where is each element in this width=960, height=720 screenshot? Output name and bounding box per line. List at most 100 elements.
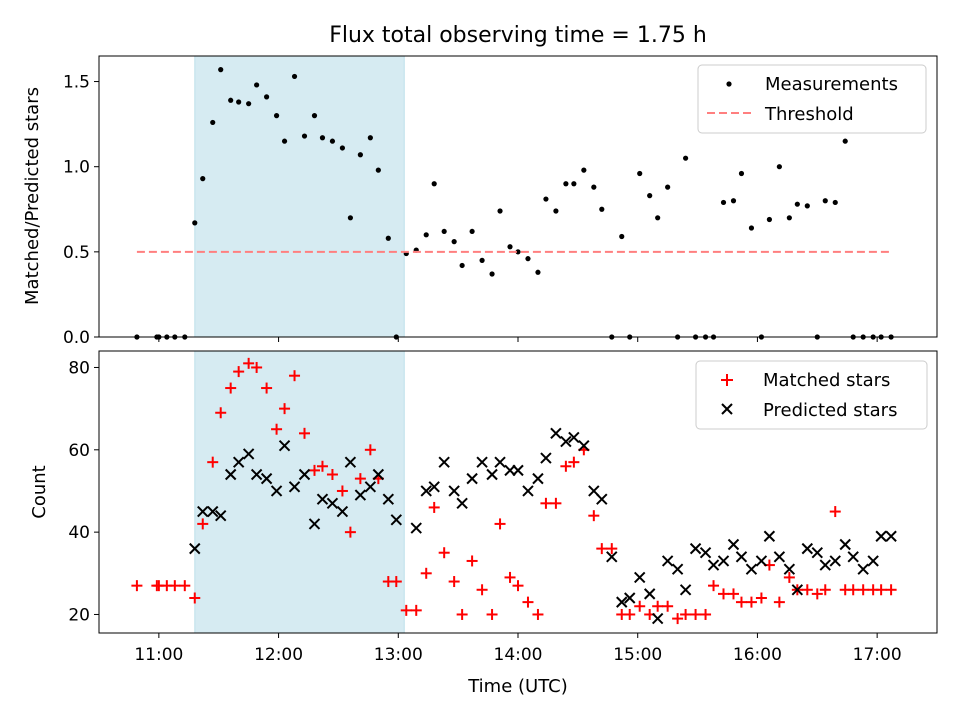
- measurement-point: [431, 181, 437, 187]
- matched-point: [540, 497, 552, 509]
- predicted-point: [745, 563, 758, 575]
- measurement-point: [571, 181, 577, 187]
- predicted-point: [773, 551, 786, 563]
- predicted-point: [616, 596, 628, 608]
- count-plot-area: [131, 357, 897, 625]
- measurement-point: [329, 138, 336, 144]
- measurement-point: [683, 155, 689, 161]
- ratio-y-axis-label: Matched/Predicted stars: [22, 87, 43, 305]
- matched-point: [819, 584, 831, 596]
- measurement-point: [357, 152, 363, 158]
- y-tick-label: 0.5: [63, 243, 90, 263]
- measurement-point: [720, 199, 727, 206]
- measurement-point: [794, 201, 800, 207]
- matched-point: [279, 403, 291, 415]
- predicted-point: [568, 431, 580, 444]
- predicted-point: [606, 551, 618, 563]
- predicted-point: [801, 542, 814, 555]
- predicted-point: [308, 518, 321, 530]
- predicted-point: [651, 612, 664, 625]
- measurement-point: [748, 225, 755, 231]
- x-tick-label: 11:00: [134, 645, 183, 665]
- ratio-legend: Measurements Threshold: [697, 64, 927, 134]
- matched-point: [486, 608, 498, 620]
- measurement-point: [832, 199, 838, 206]
- matched-point: [189, 592, 201, 604]
- count-x-axis: 11:00 12:00 13:00 14:00 15:00 16:00 17:00: [134, 633, 902, 665]
- matched-point: [634, 600, 646, 612]
- measurement-point: [264, 94, 270, 100]
- x-tick-label: 16:00: [733, 645, 782, 665]
- matched-point: [857, 584, 869, 596]
- count-legend: Matched stars Predicted stars: [695, 360, 928, 430]
- matched-point: [169, 580, 181, 592]
- measurement-point: [489, 271, 495, 277]
- legend-measurements-label: Measurements: [765, 74, 898, 95]
- matched-point: [466, 555, 478, 567]
- measurement-point: [385, 235, 391, 241]
- matched-point: [390, 576, 402, 588]
- legend-threshold-label: Threshold: [764, 104, 854, 125]
- legend-predicted-marker: [721, 403, 733, 415]
- matched-point: [243, 357, 255, 369]
- observing-window-shade: [194, 350, 405, 634]
- matched-point: [875, 584, 887, 596]
- matched-point: [299, 427, 311, 439]
- measurement-point: [563, 181, 569, 187]
- predicted-point: [867, 555, 879, 567]
- predicted-point: [735, 551, 748, 563]
- predicted-point: [494, 456, 506, 468]
- measurement-point: [619, 233, 625, 240]
- legend-predicted-label: Predicted stars: [763, 400, 897, 421]
- predicted-point: [550, 427, 562, 440]
- measurement-point: [730, 198, 737, 204]
- predicted-point: [270, 485, 283, 497]
- predicted-point: [522, 485, 534, 497]
- matched-point: [745, 596, 757, 608]
- measurement-point: [375, 167, 381, 173]
- matched-point: [207, 456, 219, 468]
- predicted-point: [224, 468, 237, 481]
- measurement-point: [273, 113, 280, 119]
- measurement-point: [842, 138, 848, 144]
- predicted-point: [783, 563, 796, 575]
- measurement-point: [507, 244, 513, 250]
- y-tick-label: 0.0: [63, 328, 90, 348]
- predicted-point: [791, 584, 804, 596]
- predicted-point: [885, 530, 897, 542]
- predicted-point: [727, 538, 740, 551]
- measurement-point: [236, 99, 242, 105]
- matched-point: [662, 600, 674, 612]
- matched-point: [847, 584, 859, 596]
- predicted-point: [578, 439, 590, 452]
- predicted-point: [298, 468, 311, 481]
- matched-point: [197, 518, 209, 530]
- matched-point: [354, 473, 366, 485]
- matched-point: [755, 592, 767, 604]
- matched-point: [672, 613, 684, 625]
- legend-matched-marker: [721, 374, 733, 386]
- predicted-point: [755, 555, 768, 567]
- matched-point: [336, 485, 348, 497]
- measurement-point: [301, 133, 308, 139]
- predicted-point: [197, 505, 209, 518]
- predicted-point: [875, 530, 887, 542]
- matched-point: [568, 456, 580, 468]
- measurement-point: [200, 176, 206, 182]
- predicted-point: [699, 547, 712, 559]
- matched-point: [179, 580, 191, 592]
- predicted-point: [624, 592, 636, 604]
- matched-point: [680, 608, 692, 620]
- predicted-point: [278, 439, 291, 452]
- matched-point: [344, 526, 356, 538]
- predicted-point: [344, 456, 357, 468]
- matched-point: [718, 588, 730, 600]
- y-tick-label: 80: [68, 358, 90, 378]
- predicted-point: [428, 481, 440, 493]
- measurement-point: [766, 216, 773, 223]
- predicted-point: [763, 530, 776, 542]
- predicted-point: [316, 493, 329, 505]
- matched-point: [773, 596, 785, 608]
- count-x-axis-label: Time (UTC): [467, 676, 568, 697]
- matched-point: [289, 370, 301, 382]
